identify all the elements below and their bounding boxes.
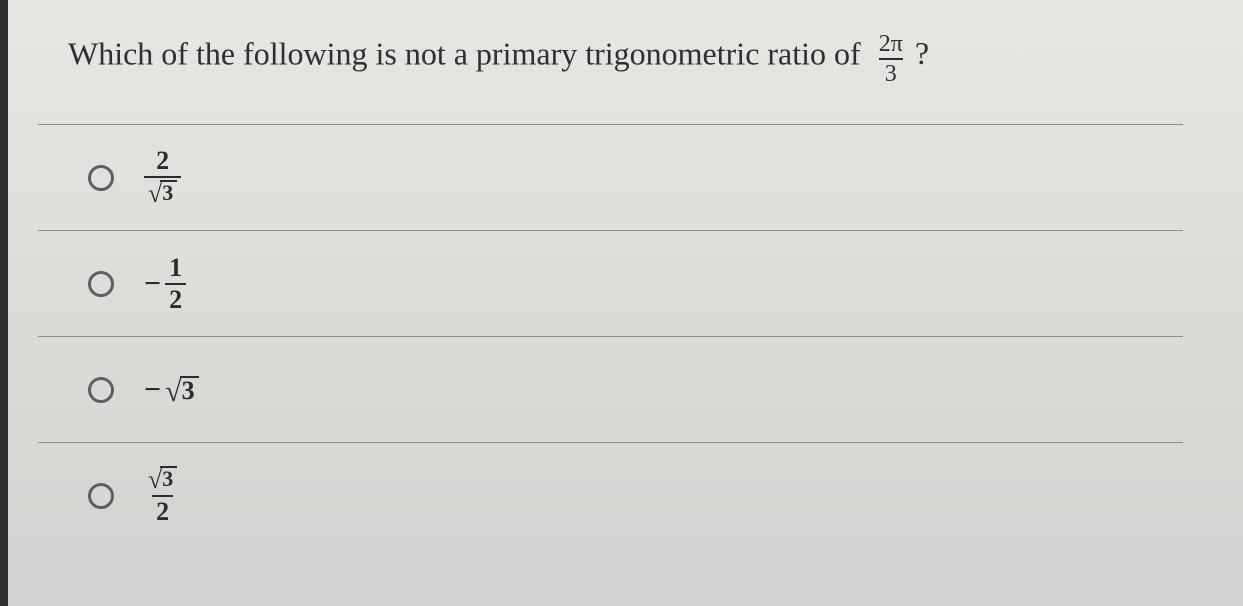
option-row[interactable]: √ 3 2 (38, 443, 1183, 548)
question-mark: ? (915, 35, 929, 71)
fraction-numerator: √ 3 (144, 466, 181, 494)
question-stem: Which of the following is not a primary … (68, 30, 1183, 84)
fraction-denominator: 2 (165, 283, 186, 313)
fraction-numerator: 2 (152, 148, 173, 176)
option-value: 2 √ 3 (144, 148, 181, 206)
option-row[interactable]: − 1 2 (38, 231, 1183, 337)
angle-denominator: 3 (879, 58, 903, 86)
minus-sign: − (144, 267, 161, 301)
option-row[interactable]: − √ 3 (38, 337, 1183, 443)
option-value: − 1 2 (144, 255, 186, 313)
fraction: 1 2 (165, 255, 186, 313)
minus-sign: − (144, 373, 161, 407)
fraction-numerator: 1 (165, 255, 186, 283)
option-value: √ 3 2 (144, 466, 181, 524)
fraction-denominator: 2 (152, 495, 173, 525)
radio-icon[interactable] (88, 483, 114, 509)
option-row[interactable]: 2 √ 3 (38, 125, 1183, 231)
sqrt: √ 3 (148, 466, 177, 490)
options-list: 2 √ 3 − 1 2 (38, 124, 1183, 548)
option-value: − √ 3 (144, 373, 199, 407)
angle-numerator: 2π (877, 32, 905, 58)
radicand: 3 (160, 466, 177, 490)
sqrt: √ 3 (148, 180, 177, 204)
fraction: 2 √ 3 (144, 148, 181, 206)
radio-icon[interactable] (88, 165, 114, 191)
question-angle-fraction: 2π3 (877, 32, 905, 86)
quiz-page: Which of the following is not a primary … (0, 0, 1243, 606)
question-text-prefix: Which of the following is not a primary … (68, 35, 869, 71)
sqrt: √ 3 (165, 376, 198, 404)
fraction-denominator: √ 3 (144, 176, 181, 206)
radicand: 3 (160, 180, 177, 204)
radio-icon[interactable] (88, 271, 114, 297)
fraction: √ 3 2 (144, 466, 181, 524)
radio-icon[interactable] (88, 377, 114, 403)
radicand: 3 (180, 376, 199, 404)
